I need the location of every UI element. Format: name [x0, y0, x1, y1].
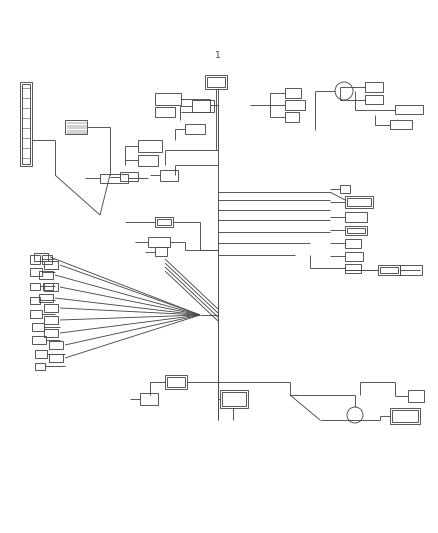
Bar	[30, 255, 40, 264]
Bar	[392, 410, 418, 422]
Bar	[138, 155, 158, 166]
Bar	[100, 174, 128, 183]
Bar	[365, 95, 383, 104]
Bar	[222, 392, 246, 406]
Bar	[32, 323, 44, 331]
Bar	[120, 172, 138, 181]
Bar	[340, 185, 350, 193]
Bar	[35, 350, 47, 358]
Bar	[157, 219, 171, 225]
Bar	[43, 283, 53, 290]
Bar	[148, 237, 170, 247]
Bar	[285, 100, 305, 110]
Bar	[365, 82, 383, 92]
Bar	[22, 84, 30, 164]
Bar	[65, 120, 87, 134]
Bar	[44, 316, 58, 324]
Bar	[345, 212, 367, 222]
Bar	[395, 105, 423, 114]
Bar	[39, 294, 53, 302]
Bar	[207, 77, 225, 87]
Bar	[30, 297, 40, 304]
Text: 1: 1	[215, 51, 221, 60]
Bar	[347, 198, 371, 206]
Bar	[44, 283, 58, 291]
Bar	[205, 75, 227, 89]
Bar	[138, 140, 162, 152]
Bar	[380, 267, 398, 273]
Bar	[32, 336, 46, 344]
Bar	[39, 271, 53, 279]
Bar	[408, 390, 424, 402]
Bar	[347, 228, 365, 233]
Bar	[185, 124, 205, 134]
Bar	[192, 100, 214, 112]
Bar	[20, 82, 32, 166]
Bar	[165, 375, 187, 389]
Bar	[345, 252, 363, 261]
Bar	[44, 261, 58, 269]
Bar	[140, 393, 158, 405]
Bar	[44, 304, 58, 312]
Bar	[155, 107, 175, 117]
Bar	[44, 329, 58, 337]
Bar	[390, 120, 412, 129]
Bar	[345, 196, 373, 208]
Bar	[155, 217, 173, 227]
Bar	[400, 265, 422, 275]
Bar	[34, 253, 48, 261]
Bar	[378, 265, 400, 275]
Bar	[220, 390, 248, 408]
Bar	[30, 310, 42, 318]
Bar	[49, 354, 63, 362]
Bar	[155, 247, 167, 256]
Bar	[345, 264, 361, 273]
Bar	[42, 255, 52, 264]
Bar	[30, 268, 42, 276]
Bar	[35, 363, 45, 370]
Bar	[390, 408, 420, 424]
Bar	[160, 170, 178, 181]
Bar	[345, 226, 367, 235]
Bar	[345, 239, 361, 248]
Bar	[30, 283, 40, 290]
Bar	[167, 377, 185, 387]
Bar	[155, 93, 181, 105]
Bar	[285, 112, 299, 122]
Bar	[285, 88, 301, 98]
Bar	[49, 341, 63, 349]
